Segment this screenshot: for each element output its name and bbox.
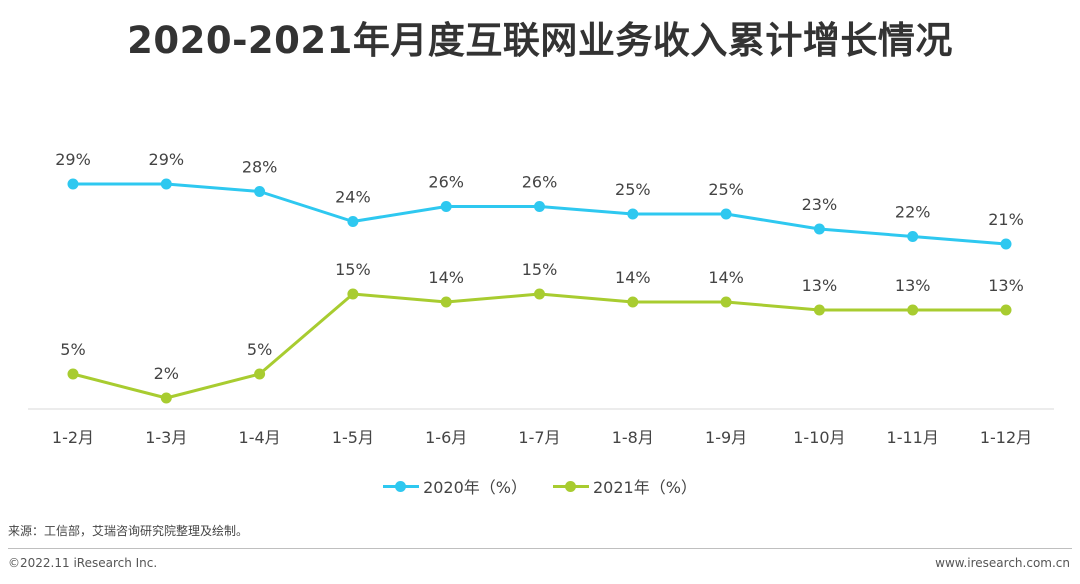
data-point: [160, 392, 172, 404]
data-point: [67, 368, 79, 380]
data-point: [813, 223, 825, 235]
x-tick-label: 1-10月: [793, 428, 845, 447]
data-label: 29%: [149, 150, 185, 169]
x-tick-label: 1-11月: [887, 428, 939, 447]
data-label: 15%: [335, 260, 371, 279]
legend-item-2020[interactable]: 2020年（%）: [383, 474, 527, 498]
copyright: ©2022.11 iResearch Inc.: [8, 556, 158, 570]
data-point: [907, 231, 919, 242]
data-label: 24%: [335, 188, 371, 207]
x-tick-label: 1-6月: [425, 428, 467, 447]
data-point: [534, 201, 545, 212]
x-tick-label: 1-12月: [980, 428, 1032, 447]
data-point: [160, 178, 172, 190]
legend-swatch-2021: [553, 480, 589, 492]
x-tick-label: 1-9月: [705, 428, 747, 447]
data-label: 25%: [708, 180, 744, 199]
x-tick-label: 1-4月: [239, 428, 281, 447]
data-point: [347, 288, 359, 300]
x-tick-label: 1-8月: [612, 428, 654, 447]
data-label: 21%: [988, 210, 1024, 229]
data-point: [440, 296, 452, 308]
website-link[interactable]: www.iresearch.com.cn: [935, 556, 1070, 570]
data-label: 5%: [247, 340, 272, 359]
data-point: [254, 186, 266, 197]
footer-divider: [8, 548, 1072, 549]
data-point: [534, 288, 545, 300]
legend-label-2021: 2021年（%）: [593, 478, 697, 497]
data-label: 23%: [802, 195, 838, 214]
legend-item-2021[interactable]: 2021年（%）: [553, 474, 697, 498]
data-label: 13%: [895, 276, 931, 295]
data-point: [440, 201, 452, 212]
data-label: 13%: [988, 276, 1024, 295]
x-tick-label: 1-2月: [52, 428, 94, 447]
data-label: 5%: [60, 340, 85, 359]
data-label: 2%: [154, 364, 179, 383]
data-label: 15%: [522, 260, 558, 279]
legend: 2020年（%） 2021年（%）: [0, 474, 1080, 498]
x-tick-label: 1-7月: [518, 428, 560, 447]
data-label: 25%: [615, 180, 651, 199]
data-point: [627, 296, 639, 308]
data-point: [907, 304, 919, 316]
data-label: 28%: [242, 158, 278, 177]
legend-swatch-2020: [383, 480, 420, 492]
data-label: 26%: [428, 173, 464, 192]
data-point: [1000, 304, 1012, 316]
data-label: 14%: [428, 268, 464, 287]
series-line-0: [73, 182, 1007, 246]
source-note: 来源：工信部，艾瑞咨询研究院整理及绘制。: [8, 524, 249, 538]
chart-title: 2020-2021年月度互联网业务收入累计增长情况: [127, 19, 953, 62]
data-label: 22%: [895, 203, 931, 222]
data-label: 14%: [708, 268, 744, 287]
data-point: [720, 296, 732, 308]
data-point: [67, 178, 79, 190]
data-label: 13%: [802, 276, 838, 295]
data-point: [1000, 238, 1012, 250]
data-point: [627, 208, 639, 220]
data-point: [347, 216, 359, 227]
data-label: 14%: [615, 268, 651, 287]
data-point: [720, 208, 732, 220]
data-point: [813, 304, 825, 316]
data-point: [254, 368, 266, 380]
data-label: 26%: [522, 173, 558, 192]
data-label: 29%: [55, 150, 91, 169]
legend-label-2020: 2020年（%）: [423, 478, 527, 497]
x-tick-label: 1-5月: [332, 428, 374, 447]
series-line-1: [72, 292, 1006, 400]
x-tick-label: 1-3月: [145, 428, 187, 447]
